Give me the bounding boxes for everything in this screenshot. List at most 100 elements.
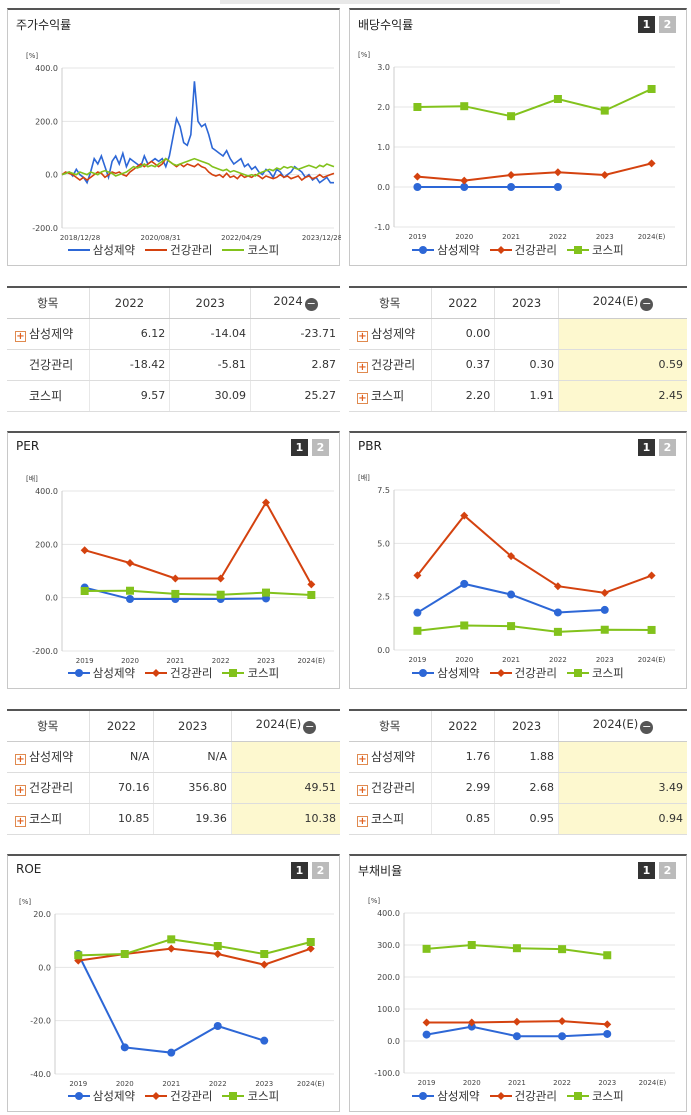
expand-icon[interactable]: + bbox=[15, 816, 26, 827]
legend-item[interactable]: 삼성제약 bbox=[67, 665, 135, 681]
collapse-icon[interactable]: − bbox=[303, 720, 317, 735]
legend-item[interactable]: 삼성제약 bbox=[412, 665, 480, 681]
legend-marker bbox=[152, 669, 161, 677]
expand-icon[interactable]: + bbox=[357, 362, 368, 373]
page-2-button[interactable]: 2 bbox=[659, 16, 676, 33]
legend-item[interactable]: 삼성제약 bbox=[412, 242, 480, 258]
legend-item[interactable]: 건강관리 bbox=[489, 1088, 557, 1104]
unit-label: [%] bbox=[358, 51, 370, 59]
legend-item[interactable]: 코스피 bbox=[566, 665, 624, 681]
legend-item[interactable]: 삼성제약 bbox=[412, 1088, 480, 1104]
legend-label: 코스피 bbox=[247, 666, 280, 680]
expand-icon[interactable]: + bbox=[15, 785, 26, 796]
x-tick-label: 2022 bbox=[549, 233, 567, 241]
data-point bbox=[120, 1043, 129, 1052]
expand-icon[interactable]: + bbox=[15, 331, 26, 342]
legend-label: 삼성제약 bbox=[437, 666, 480, 680]
header-item: 항목 bbox=[349, 711, 432, 742]
collapse-icon[interactable]: − bbox=[304, 297, 318, 312]
table-row: + 삼성제약 N/A N/A bbox=[7, 741, 340, 773]
expand-icon[interactable]: + bbox=[15, 754, 26, 765]
page-2-button[interactable]: 2 bbox=[312, 439, 329, 456]
page-2-button[interactable]: 2 bbox=[312, 862, 329, 879]
x-tick-label: 2022 bbox=[209, 1080, 227, 1088]
data-point bbox=[413, 103, 422, 111]
page-2-button[interactable]: 2 bbox=[659, 862, 676, 879]
table-cell: 10.38 bbox=[231, 803, 340, 835]
legend-item[interactable]: 코스피 bbox=[566, 242, 624, 258]
x-tick-label: 2023 bbox=[596, 233, 614, 241]
pbr-panel: PBR 1 2 [배] 7.5 5.0 2.5 0.0 2019 2020 2021 2022 2… bbox=[349, 431, 687, 689]
data-point bbox=[600, 171, 609, 179]
row-name[interactable]: + 코스피 bbox=[349, 380, 432, 412]
page-1-button[interactable]: 1 bbox=[638, 16, 655, 33]
legend-item[interactable]: 건강관리 bbox=[489, 665, 557, 681]
unit-label: [%] bbox=[26, 52, 38, 60]
row-name[interactable]: + 건강관리 bbox=[349, 772, 432, 804]
legend-swatch bbox=[145, 249, 168, 251]
x-tick-label: 2018/12/28 bbox=[60, 234, 100, 242]
header-year: 2024(E) − bbox=[558, 711, 687, 742]
expand-icon[interactable]: + bbox=[357, 754, 368, 765]
row-name[interactable]: + 삼성제약 bbox=[349, 741, 432, 773]
legend-swatch bbox=[566, 1092, 589, 1100]
collapse-icon[interactable]: − bbox=[640, 720, 654, 735]
row-name[interactable]: + 건강관리 bbox=[7, 772, 90, 804]
chart-legend: 삼성제약 건강관리 코스피 bbox=[8, 665, 339, 681]
legend-item[interactable]: 코스피 bbox=[222, 665, 279, 681]
expand-icon[interactable]: + bbox=[357, 393, 368, 404]
legend-item[interactable]: 건강관리 bbox=[145, 1088, 212, 1104]
panel-title: ROE bbox=[16, 862, 42, 876]
legend-swatch bbox=[145, 1092, 168, 1100]
page-1-button[interactable]: 1 bbox=[291, 862, 308, 879]
legend-item[interactable]: 삼성제약 bbox=[67, 242, 135, 258]
dividend-chart: [%] 3.0 2.0 1.0 0.0 -1.0 2019 2020 2021 2022 2023 2… bbox=[358, 51, 675, 241]
data-point bbox=[603, 1020, 612, 1029]
data-point bbox=[167, 944, 176, 953]
x-tick-label: 2022/04/29 bbox=[221, 234, 261, 242]
row-name[interactable]: + 삼성제약 bbox=[7, 318, 90, 350]
legend-marker bbox=[496, 246, 505, 254]
data-point bbox=[600, 588, 609, 597]
page-1-button[interactable]: 1 bbox=[638, 439, 655, 456]
header-year: 2023 bbox=[153, 711, 232, 742]
legend-item[interactable]: 코스피 bbox=[222, 1088, 279, 1104]
row-name[interactable]: + 건강관리 bbox=[349, 349, 432, 381]
table-cell: 30.09 bbox=[169, 380, 252, 412]
y-tick-label: 0.0 bbox=[377, 183, 390, 192]
row-name[interactable]: + 삼성제약 bbox=[7, 741, 90, 773]
x-tick-label: 2019 bbox=[76, 657, 94, 665]
x-tick-label: 2020 bbox=[455, 233, 473, 241]
legend-item[interactable]: 건강관리 bbox=[145, 242, 212, 258]
expand-icon[interactable]: + bbox=[357, 331, 368, 342]
row-name[interactable]: 코스피 bbox=[7, 380, 90, 412]
page-2-button[interactable]: 2 bbox=[659, 439, 676, 456]
legend-item[interactable]: 코스피 bbox=[566, 1088, 624, 1104]
roe-chart: [%]20.0 0.0 -20.0 -40.0 2019 2020 2021 2022 2023… bbox=[19, 898, 334, 1088]
legend-item[interactable]: 삼성제약 bbox=[67, 1088, 135, 1104]
legend-item[interactable]: 건강관리 bbox=[145, 665, 212, 681]
table-cell: 2.87 bbox=[250, 349, 340, 381]
legend-item[interactable]: 코스피 bbox=[222, 242, 279, 258]
data-point bbox=[600, 605, 609, 614]
page-1-button[interactable]: 1 bbox=[638, 862, 655, 879]
table-cell: 19.36 bbox=[153, 803, 232, 835]
legend-item[interactable]: 건강관리 bbox=[489, 242, 557, 258]
row-name[interactable]: + 코스피 bbox=[7, 803, 90, 835]
collapse-icon[interactable]: − bbox=[640, 297, 654, 312]
row-name[interactable]: + 삼성제약 bbox=[349, 318, 432, 350]
data-point bbox=[216, 590, 225, 599]
expand-icon[interactable]: + bbox=[357, 816, 368, 827]
legend-label: 코스피 bbox=[591, 1089, 624, 1103]
table-row: 코스피 9.57 30.09 25.27 bbox=[7, 380, 340, 412]
table-row: + 삼성제약 0.00 bbox=[349, 318, 687, 350]
table-cell: 25.27 bbox=[250, 380, 340, 412]
data-point bbox=[507, 183, 516, 191]
page-1-button[interactable]: 1 bbox=[291, 439, 308, 456]
table-cell: 0.30 bbox=[494, 349, 559, 381]
row-name[interactable]: + 코스피 bbox=[349, 803, 432, 835]
expand-icon[interactable]: + bbox=[357, 785, 368, 796]
row-name[interactable]: 건강관리 bbox=[7, 349, 90, 381]
x-tick-label: 2019 bbox=[409, 233, 427, 241]
panel-title: 배당수익률 bbox=[358, 18, 414, 32]
